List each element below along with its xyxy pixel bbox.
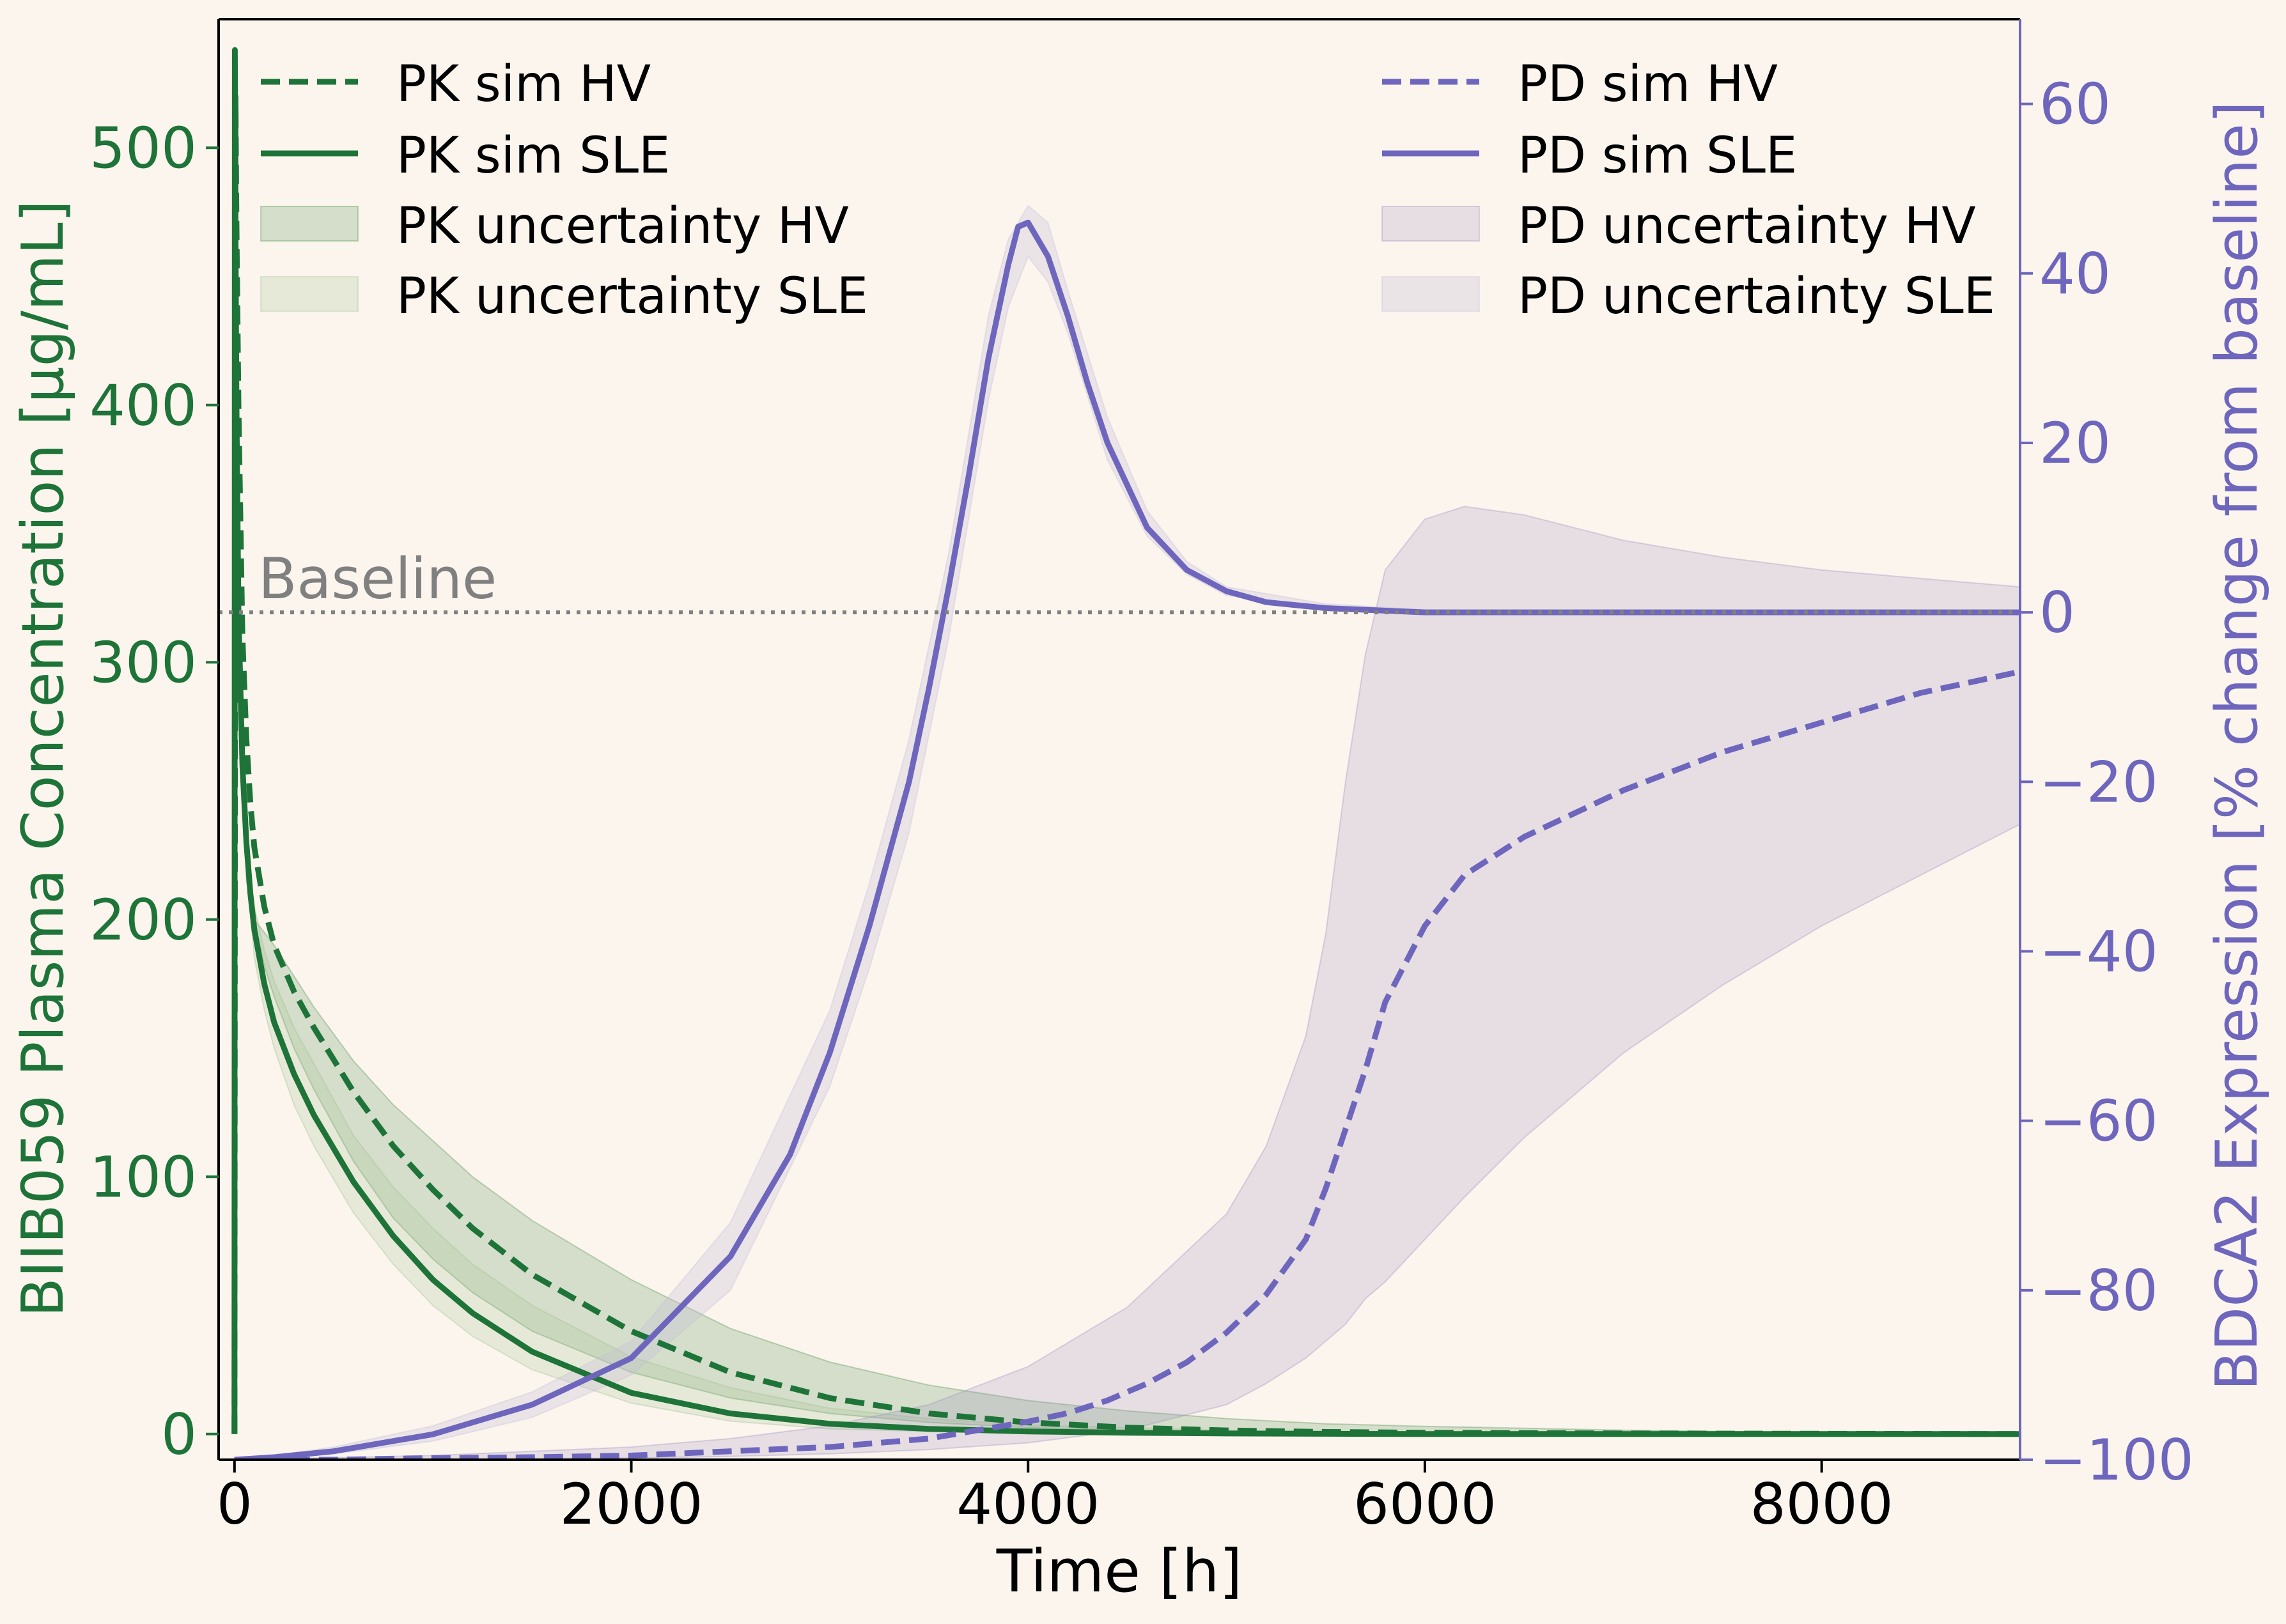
y-axis-label-left: BIIB059 Plasma Concentration [µg/mL] <box>10 200 77 1317</box>
y-right-tick-label: −60 <box>2039 1088 2158 1154</box>
simulation-lines <box>231 47 2020 1460</box>
legend-item-pk-sim-sle: PK sim SLE <box>261 127 670 185</box>
legend-item-pd-sim-sle: PD sim SLE <box>1382 127 1797 185</box>
y-left-tick-label: 0 <box>161 1402 197 1467</box>
legend-label: PD uncertainty SLE <box>1518 268 1995 325</box>
legend-label: PD sim SLE <box>1518 127 1797 185</box>
legend-label: PD uncertainty HV <box>1518 197 1976 255</box>
y-left-tick-label: 500 <box>89 115 197 181</box>
legend-item-pk-uncertainty-hv: PK uncertainty HV <box>260 197 849 255</box>
legend-pd: PD sim HV PD sim SLE PD uncertainty HV PD u… <box>1381 56 1995 325</box>
legend-pk: PK sim HV PK sim SLE PK uncertainty HV PK u… <box>260 56 868 325</box>
line-pd-sim-sle <box>234 219 2020 1460</box>
legend-swatch-band <box>1381 206 1480 242</box>
y-left-tick-label: 300 <box>89 630 197 695</box>
y-right-tick-label: −80 <box>2039 1258 2158 1324</box>
x-tick-label: 6000 <box>1353 1471 1497 1537</box>
line-pk-sim-hv <box>231 93 2020 1437</box>
y-right-tick-label: 0 <box>2039 580 2075 646</box>
y-right-tick-label: −20 <box>2039 749 2158 815</box>
legend-label: PK uncertainty HV <box>396 197 849 255</box>
line-pk-sim-sle <box>231 47 2020 1437</box>
x-tick-label: 2000 <box>560 1471 703 1537</box>
legend-item-pk-uncertainty-sle: PK uncertainty SLE <box>260 268 868 325</box>
x-axis-label: Time [h] <box>996 1537 1243 1605</box>
y-right-tick-label: 20 <box>2039 410 2111 476</box>
legend-label: PD sim HV <box>1518 56 1778 113</box>
y-right-tick-label: −100 <box>2039 1427 2194 1493</box>
y-axis-label-right: BDCA2 Expression [% change from baseline… <box>2204 101 2271 1391</box>
x-tick-label: 4000 <box>956 1471 1100 1537</box>
baseline-label: Baseline <box>258 546 497 612</box>
x-tick-label: 0 <box>217 1471 253 1537</box>
y-left-tick-label: 200 <box>89 887 197 953</box>
legend-item-pk-sim-hv: PK sim HV <box>261 56 651 113</box>
legend-label: PK sim SLE <box>396 127 670 185</box>
axes: 0 2000 4000 6000 80000100200300400500−100−80… <box>89 18 2194 1537</box>
y-right-tick-label: −40 <box>2039 918 2158 984</box>
legend-label: PK uncertainty SLE <box>396 268 868 325</box>
x-tick-label: 8000 <box>1750 1471 1893 1537</box>
legend-swatch-band <box>260 206 359 242</box>
y-right-tick-label: 40 <box>2039 241 2111 307</box>
legend-item-pd-sim-hv: PD sim HV <box>1382 56 1778 113</box>
y-left-tick-label: 100 <box>89 1144 197 1210</box>
legend-swatch-band <box>260 276 359 312</box>
legend-item-pd-uncertainty-sle: PD uncertainty SLE <box>1381 268 1995 325</box>
band-pd-uncertainty-sle <box>234 205 2020 1460</box>
y-right-tick-label: 60 <box>2039 72 2111 137</box>
y-left-tick-label: 400 <box>89 373 197 438</box>
baseline-marker: Baseline <box>219 546 2020 615</box>
legend-label: PK sim HV <box>396 56 651 113</box>
legend-item-pd-uncertainty-hv: PD uncertainty HV <box>1381 197 1976 255</box>
line-pd-sim-hv <box>234 669 2020 1460</box>
legend-swatch-band <box>1381 276 1480 312</box>
band-pd-uncertainty-hv <box>234 506 2020 1460</box>
